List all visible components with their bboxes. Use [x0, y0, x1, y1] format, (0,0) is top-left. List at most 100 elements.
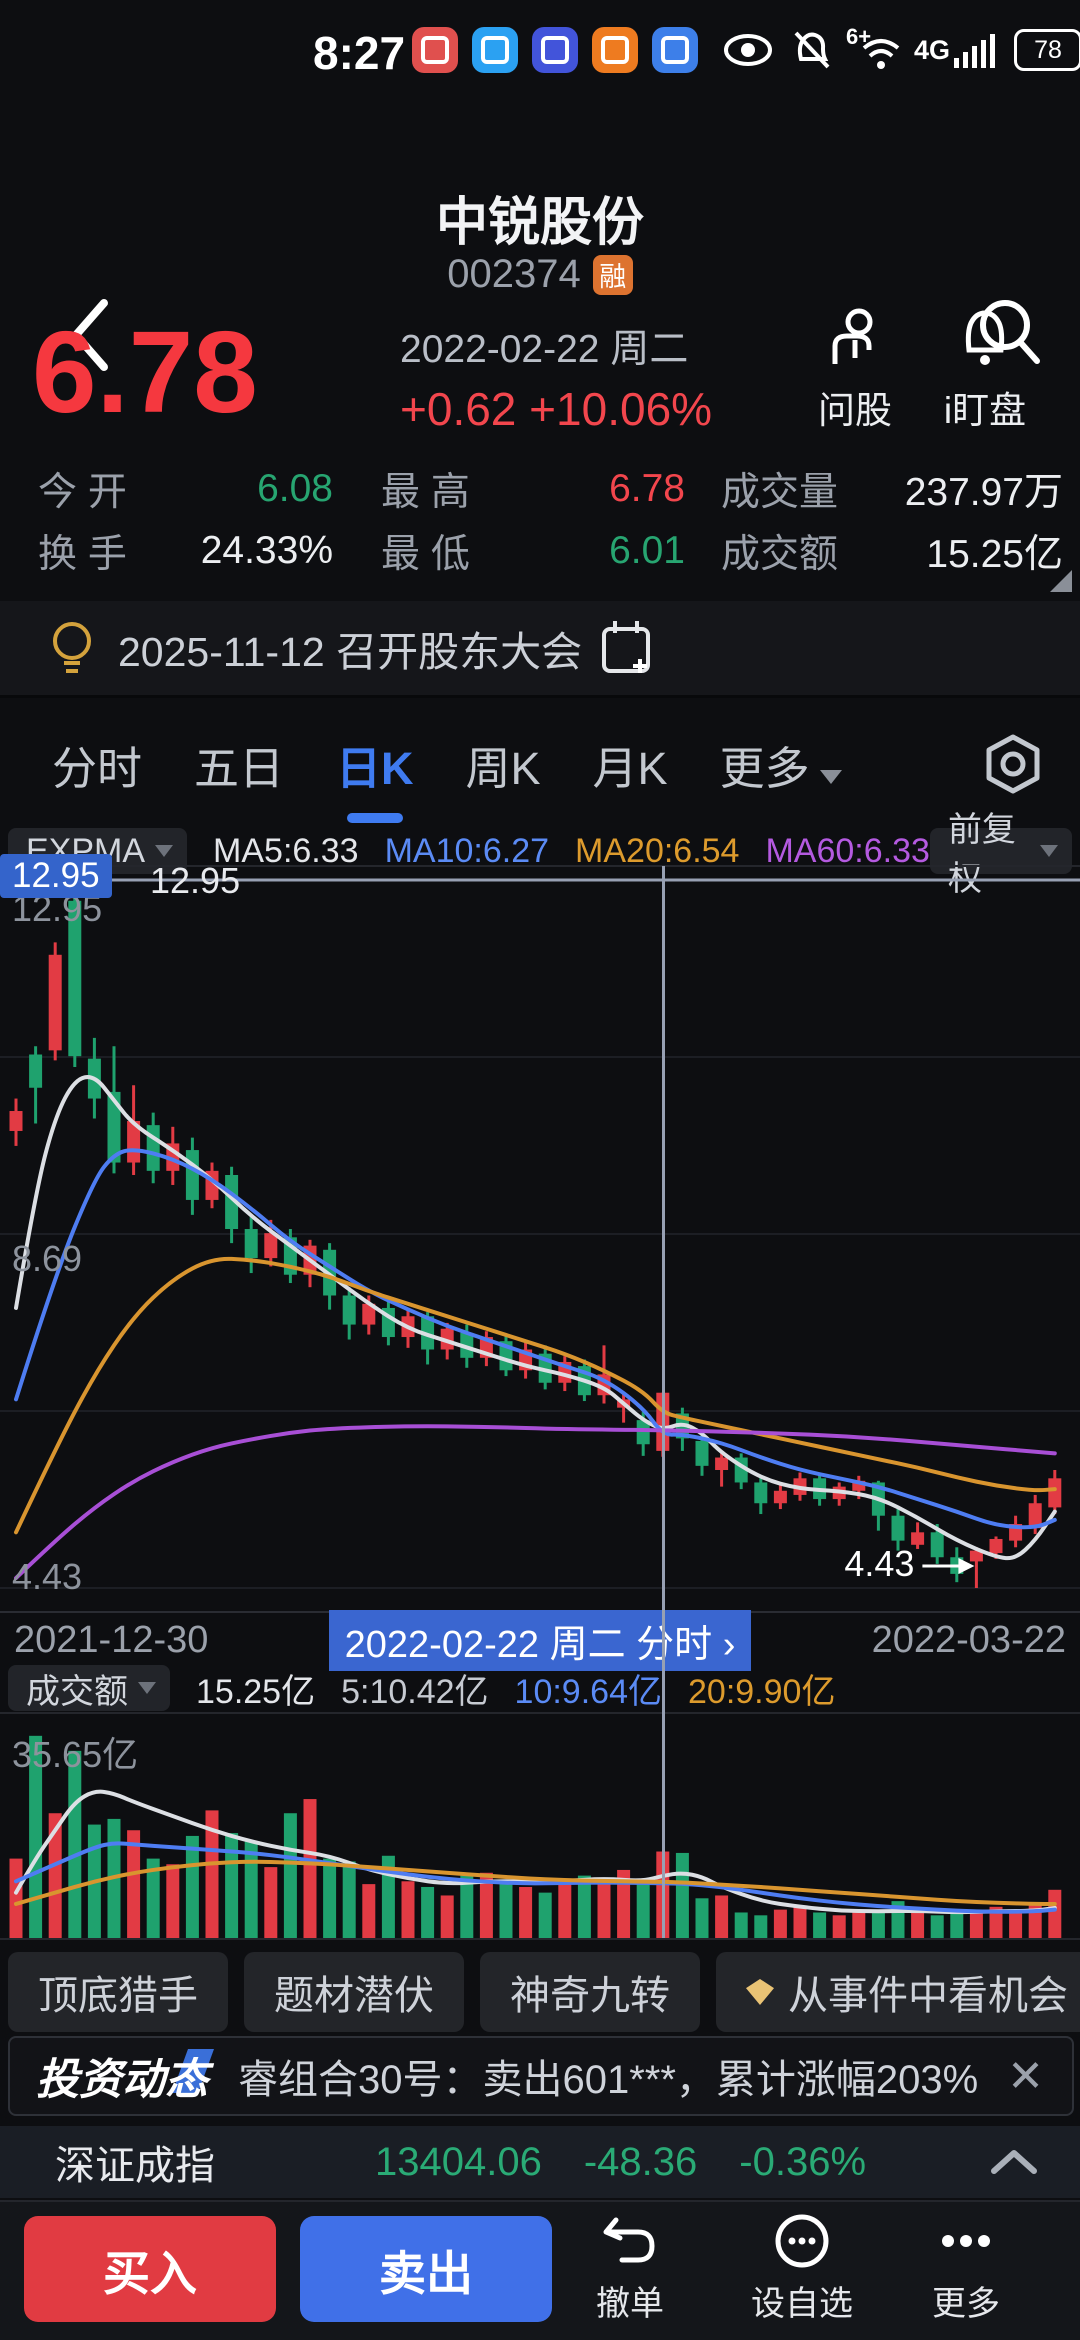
stat-value: 6.78 — [609, 467, 685, 510]
action-person[interactable]: 问股 — [790, 306, 920, 434]
action-label: i盯盘 — [943, 390, 1027, 431]
chevron-down-icon — [1040, 845, 1058, 857]
tab-五日[interactable]: 五日 — [194, 742, 285, 794]
stat-key: 成交额 — [721, 533, 839, 576]
feature-chip-从事件中看机会[interactable]: 从事件中看机会 — [716, 1952, 1080, 2032]
feature-chip-顶底猎手[interactable]: 顶底猎手 — [8, 1952, 228, 2032]
search-icon[interactable] — [975, 295, 1045, 369]
stat-key: 最 低 — [381, 533, 470, 576]
ma-label: MA10:6.27 — [384, 831, 550, 870]
volume-selector[interactable]: 成交额 — [8, 1665, 170, 1711]
volume-max-label: 35.65亿 — [12, 1734, 139, 1775]
tool-more[interactable]: 更多 — [891, 2212, 1041, 2325]
tool-watch[interactable]: 设自选 — [727, 2212, 877, 2325]
announcement-bar[interactable]: 2025-11-12 召开股东大会 — [0, 601, 1080, 698]
expand-corner-icon[interactable] — [1050, 570, 1072, 592]
margin-badge: 融 — [592, 254, 633, 295]
chevron-down-icon — [819, 769, 842, 784]
chip-label: 顶底猎手 — [38, 1974, 198, 2018]
ma-label: MA5:6.33 — [213, 831, 359, 870]
volume-ma-label: 15.25亿 — [196, 1672, 316, 1711]
stat-value: 6.08 — [257, 467, 333, 510]
feature-chip-神奇九转[interactable]: 神奇九转 — [480, 1952, 700, 2032]
stat-value: 24.33% — [200, 529, 333, 572]
stat-key: 最 高 — [381, 471, 470, 514]
volume-ma-label: 5:10.42亿 — [341, 1672, 489, 1711]
stat-key: 今 开 — [38, 471, 127, 514]
sell-button[interactable]: 卖出 — [300, 2216, 552, 2322]
status-bar: 8:27 6+ 4G 78 — [0, 0, 1080, 100]
tool-undo[interactable]: 撤单 — [555, 2212, 705, 2325]
chevron-down-icon — [138, 1682, 156, 1694]
chevron-down-icon — [155, 845, 174, 857]
bell-icon — [953, 306, 1017, 370]
crosshair-date-tag[interactable]: 2022-02-22 周二 分时 › — [328, 1609, 752, 1671]
announcement-text: 2025-11-12 召开股东大会 — [118, 629, 583, 675]
svg-text:4.43: 4.43 — [844, 1543, 914, 1584]
feature-chip-bar: 顶底猎手题材潜伏神奇九转从事件中看机会券商 — [8, 1948, 1080, 2036]
volume-ma-values: 15.25亿 5:10.42亿 10:9.64亿 20:9.90亿 — [170, 1664, 835, 1713]
close-icon[interactable]: ✕ — [1007, 2051, 1044, 2101]
stock-code-row: 002374 融 — [0, 252, 1080, 297]
undo-icon — [598, 2212, 662, 2270]
action-bell[interactable]: i盯盘 — [920, 306, 1050, 434]
mute-bell-icon — [794, 31, 830, 69]
last-price: 6.78 — [32, 307, 258, 437]
tab-更多[interactable]: 更多 — [720, 732, 842, 797]
quote-date: 2022-02-22 周二 — [400, 328, 689, 371]
tab-周K[interactable]: 周K — [465, 742, 541, 794]
app-glyph — [601, 36, 629, 64]
axis-mid-label: 8.69 — [12, 1238, 83, 1279]
news-bar[interactable]: 投资动态 睿组合30号：卖出601***，累计涨幅203% ✕ — [8, 2036, 1074, 2116]
stock-code: 002374 — [447, 252, 581, 296]
ma-label: MA20:6.54 — [575, 831, 740, 870]
tab-日K[interactable]: 日K — [336, 732, 414, 797]
crosshair-vertical-line — [661, 866, 665, 1938]
buy-button[interactable]: 买入 — [24, 2216, 276, 2322]
feature-chip-题材潜伏[interactable]: 题材潜伏 — [244, 1952, 464, 2032]
index-value: 13404.06 — [375, 2139, 542, 2184]
candlestick-chart[interactable]: 4.43 12.95 12.95 12.95 8.69 4.43 — [0, 854, 1080, 1614]
app-icon-red — [412, 27, 458, 73]
chip-label: 神奇九转 — [510, 1974, 670, 2018]
wifi-icon: 6+ — [846, 24, 904, 72]
page-title: 中锐股份 — [435, 194, 644, 252]
volume-ma-label: 20:9.90亿 — [688, 1672, 836, 1711]
stat-value: 6.01 — [609, 529, 685, 572]
crosshair-price-tag: 12.95 — [0, 854, 112, 898]
tool-label: 设自选 — [751, 2285, 853, 2323]
app-glyph — [481, 36, 509, 64]
tool-label: 更多 — [932, 2285, 1000, 2323]
stats-panel[interactable]: 今 开 6.08 最 高 6.78 成交量 237.97万换 手 24.33% 最 低 6.01… — [0, 458, 1080, 596]
index-bar[interactable]: 深证成指 13404.06 -48.36 -0.36% — [0, 2126, 1080, 2198]
price-panel: 6.78 2022-02-22 周二 +0.62 +10.06% 问股 i盯盘 — [0, 300, 1080, 458]
ma-values: MA5:6.33 MA10:6.27 MA20:6.54 MA60:6.33 — [187, 832, 930, 871]
tab-月K[interactable]: 月K — [592, 742, 668, 794]
stats-row: 换 手 24.33% 最 低 6.01 成交额 15.25亿 — [0, 520, 1080, 582]
app-glyph — [541, 36, 569, 64]
app-icon-baidu — [532, 27, 578, 73]
add-calendar-icon[interactable] — [600, 619, 654, 677]
chart-settings-icon[interactable] — [982, 733, 1044, 795]
news-text: 睿组合30号：卖出601***，累计涨幅203% — [238, 2058, 979, 2102]
stat-value: 237.97万 — [904, 471, 1063, 514]
notification-app-icons — [398, 27, 698, 73]
index-pct: -0.36% — [739, 2139, 867, 2184]
bulb-icon — [53, 622, 91, 673]
action-bar: 买入 卖出 撤单 设自选 更多 — [0, 2200, 1080, 2340]
index-name: 深证成指 — [55, 2144, 215, 2188]
tab-分时[interactable]: 分时 — [52, 742, 143, 794]
chevron-up-icon[interactable] — [988, 2145, 1040, 2179]
diamond-icon — [746, 1979, 774, 2005]
indicator-bar: EXPMA MA5:6.33 MA10:6.27 MA20:6.54 MA60:6.3… — [8, 811, 1072, 898]
eye-protection-icon — [724, 34, 772, 66]
stat-key: 换 手 — [38, 533, 127, 576]
date-axis: 2021-12-30 2022-02-22 周二 分时 › 2022-03-22 — [0, 1609, 1080, 1671]
date-end: 2022-03-22 — [871, 1618, 1066, 1661]
index-change: -48.36 — [583, 2139, 698, 2184]
stats-row: 今 开 6.08 最 高 6.78 成交量 237.97万 — [0, 458, 1080, 520]
action-label: 问股 — [818, 390, 892, 431]
volume-chart[interactable]: 35.65亿 — [0, 1712, 1080, 1940]
back-icon[interactable] — [60, 295, 120, 375]
